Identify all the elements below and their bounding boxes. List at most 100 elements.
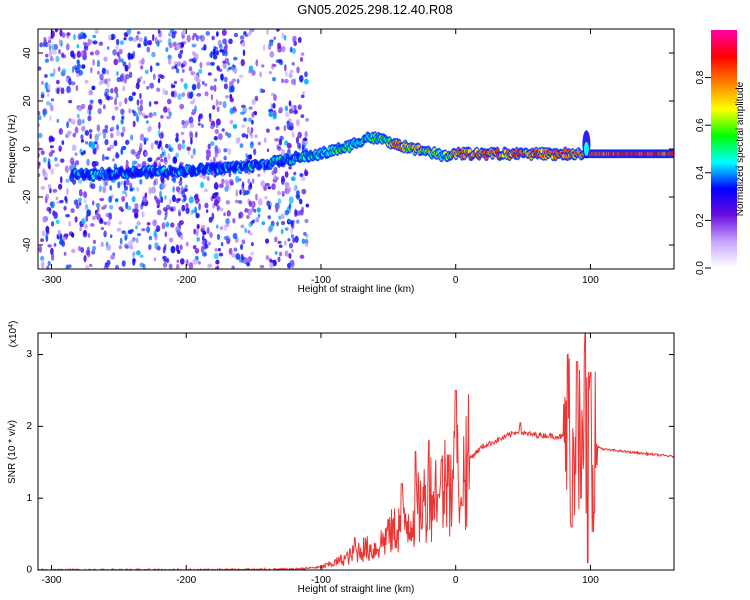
spectrogram-noise-cell (80, 50, 84, 58)
spectrogram-noise-cell (144, 151, 149, 157)
spectrogram-noise-cell (136, 163, 142, 168)
spectrogram-noise-cell (182, 60, 187, 67)
spectrogram-noise-cell (207, 72, 212, 76)
spectrogram-noise-cell (164, 216, 167, 221)
spectrogram-noise-cell (118, 220, 123, 225)
spectrogram-noise-cell (77, 179, 83, 184)
spectrogram-noise-cell (59, 199, 64, 204)
spectrogram-noise-cell (77, 245, 82, 252)
spectrogram-noise-cell (212, 104, 216, 110)
spectrogram-noise-cell (216, 106, 220, 112)
spectrogram-noise-cell (221, 128, 225, 132)
spectrogram-noise-cell (169, 206, 174, 211)
spectrogram-noise-cell (175, 152, 180, 158)
spectrogram-noise-cell (114, 96, 118, 104)
spectrogram-noise-cell (292, 48, 296, 54)
spectrogram-noise-cell (120, 118, 124, 125)
spectrogram-noise-cell (218, 183, 224, 189)
spectrogram-noise-cell (124, 139, 130, 145)
spectrogram-noise-cell (87, 115, 92, 122)
spectrogram-noise-cell (179, 220, 184, 225)
spectrogram-noise-cell (214, 191, 219, 197)
spectrogram-noise-cell (83, 198, 87, 204)
spectrogram-noise-cell (166, 115, 171, 120)
spectrogram-noise-cell (302, 137, 308, 142)
spectrogram-noise-cell (45, 53, 49, 58)
spectrogram-noise-cell (193, 228, 197, 235)
spectrogram-noise-cell (246, 261, 251, 267)
spectrogram-noise-cell (213, 252, 219, 260)
spectrogram-noise-cell (98, 99, 103, 106)
spectrogram-noise-cell (233, 32, 239, 38)
spectrogram-noise-cell (54, 29, 59, 33)
spectrogram-noise-cell (158, 132, 164, 139)
spectrogram-noise-cell (38, 132, 43, 139)
spectrogram-noise-cell (88, 129, 93, 133)
spectrogram-noise-cell (115, 129, 121, 137)
spectrogram-noise-cell (113, 140, 118, 147)
spectrogram-noise-cell (90, 223, 95, 227)
spectrogram-noise-cell (92, 200, 95, 206)
spectrogram-noise-cell (98, 132, 102, 137)
spectrogram-noise-cell (66, 121, 69, 129)
snr-frame (37, 332, 675, 571)
spectrogram-noise-cell (245, 152, 248, 159)
spectrogram-noise-cell (64, 165, 69, 173)
spectrogram-noise-cell (59, 233, 63, 241)
spectrogram-noise-cell (42, 216, 47, 223)
spectrogram-noise-cell (82, 119, 85, 124)
spectrogram-noise-cell (290, 262, 295, 268)
spectrogram-noise-cell (83, 191, 88, 199)
spectrogram-noise-cell (124, 245, 129, 249)
spectrogram-noise-cell (293, 104, 297, 110)
spectrogram-noise-cell (216, 224, 219, 229)
spectrogram-noise-cell (77, 53, 82, 58)
spectrogram-noise-cell (71, 232, 75, 238)
spectrogram-noise-cell (290, 234, 295, 239)
spectrogram-noise-cell (212, 50, 217, 57)
spectrogram-noise-cell (56, 79, 60, 85)
spectrogram-noise-cell (195, 34, 199, 42)
spectrogram-noise-cell (90, 183, 96, 190)
spectrogram-noise-cell (124, 235, 128, 241)
spectrogram-noise-cell (89, 99, 94, 104)
spectrogram-noise-cell (168, 263, 173, 269)
spectrogram-noise-cell (151, 33, 155, 42)
spectrogram-noise-cell (190, 154, 194, 159)
spectrogram-noise-cell (118, 101, 123, 107)
spectrogram-noise-cell (209, 85, 214, 91)
spectrogram-noise-cell (153, 100, 159, 105)
spectrogram-noise-cell (228, 185, 232, 190)
spectrogram-noise-cell (132, 120, 136, 128)
spectrogram-noise-cell (178, 179, 183, 187)
spectrogram-noise-cell (52, 210, 56, 217)
spectrogram-noise-cell (89, 133, 92, 140)
colorbar-ticks: 0.0 0.2 0.4 0.6 0.8 (695, 70, 711, 275)
spectrogram-noise-cell (253, 148, 257, 156)
spectrogram-noise-cell (127, 52, 131, 59)
spectrogram-noise-cell (61, 140, 65, 146)
spectrogram-noise-cell (272, 102, 276, 109)
spectrogram-noise-cell (276, 221, 279, 227)
spectrogram-noise-cell (108, 34, 112, 41)
spectrogram-noise-cell (289, 69, 294, 74)
spectrogram-noise-cell (130, 228, 134, 233)
spectrogram-x-tick-label: -200 (176, 275, 196, 286)
spectrogram-noise-cell (189, 130, 193, 137)
spectrogram-x-tick-label: 0 (453, 275, 459, 286)
spectrogram-noise-cell (131, 109, 135, 113)
spectrogram-noise-cell (192, 148, 196, 156)
spectrogram-noise-cell (303, 78, 309, 85)
spectrogram-noise-cell (205, 209, 209, 214)
spectrogram-noise-cell (280, 228, 284, 235)
spectrogram-noise-cell (132, 50, 136, 57)
spectrogram-noise-cell (101, 67, 107, 75)
spectrogram-noise-cell (141, 57, 145, 65)
spectrogram-noise-cell (66, 187, 69, 196)
spectrogram-noise-cell (125, 179, 130, 186)
spectrogram-noise-cell (189, 90, 194, 98)
spectrogram-noise-cell (290, 78, 296, 85)
spectrogram-noise-cell (186, 91, 191, 99)
spectrogram-noise-cell (273, 36, 276, 41)
spectrogram-noise-cell (232, 106, 237, 112)
